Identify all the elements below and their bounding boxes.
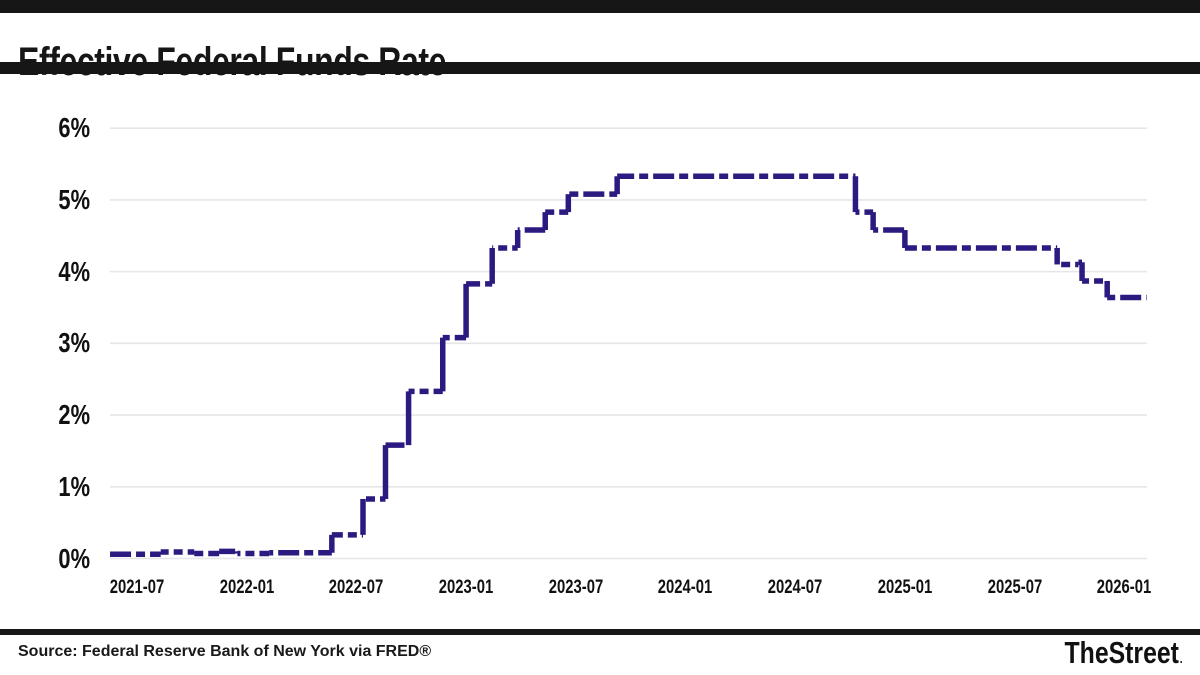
- y-axis-label: 3%: [58, 327, 90, 359]
- x-axis-label: 2024-01: [658, 577, 713, 598]
- x-axis-label: 2022-07: [329, 577, 384, 598]
- top-divider-bar: [0, 0, 1200, 13]
- x-axis-label: 2024-07: [767, 577, 823, 598]
- x-axis-label: 2026-01: [1097, 577, 1152, 598]
- y-axis-label: 5%: [58, 183, 90, 215]
- x-axis-label: 2025-07: [987, 577, 1042, 598]
- x-axis-label: 2023-01: [438, 577, 494, 598]
- y-axis-label: 2%: [58, 399, 90, 431]
- thestreet-logo-dot: .: [1180, 651, 1183, 666]
- thestreet-logo: TheStreet.: [1065, 635, 1183, 671]
- chart-title: Effective Federal Funds Rate: [18, 40, 446, 85]
- thestreet-logo-text: TheStreet: [1064, 635, 1180, 670]
- x-axis-label: 2025-01: [877, 577, 933, 598]
- y-axis-label: 4%: [58, 255, 90, 287]
- y-axis-label: 0%: [58, 542, 90, 574]
- x-axis-label: 2022-01: [219, 577, 274, 598]
- footer-divider-bar: [0, 629, 1200, 635]
- y-axis-label: 6%: [58, 112, 90, 144]
- source-attribution: Source: Federal Reserve Bank of New York…: [18, 643, 432, 660]
- title-underline-bar: [0, 62, 1200, 74]
- y-axis-label: 1%: [58, 470, 90, 502]
- x-axis-label: 2021-07: [109, 577, 165, 598]
- x-axis-label: 2023-07: [548, 577, 603, 598]
